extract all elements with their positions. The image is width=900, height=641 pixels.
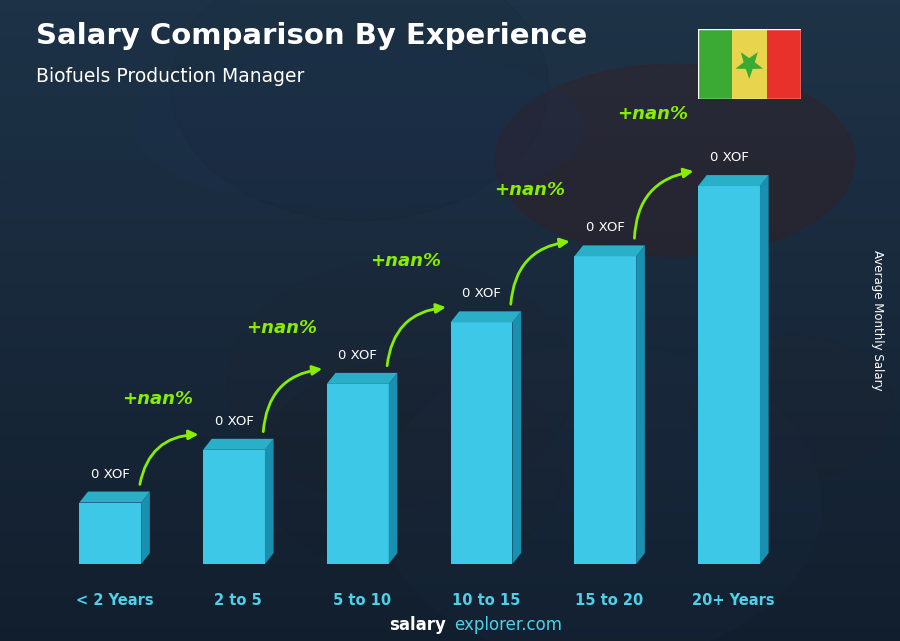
Text: 2 to 5: 2 to 5 xyxy=(214,593,262,608)
Text: +nan%: +nan% xyxy=(370,252,441,270)
Text: explorer.com: explorer.com xyxy=(454,616,562,634)
Text: +nan%: +nan% xyxy=(246,319,317,337)
Ellipse shape xyxy=(495,64,855,256)
Bar xyxy=(698,186,760,564)
Polygon shape xyxy=(203,439,274,450)
Polygon shape xyxy=(327,373,397,384)
Polygon shape xyxy=(574,246,644,256)
Polygon shape xyxy=(265,439,274,564)
Text: Average Monthly Salary: Average Monthly Salary xyxy=(871,250,884,391)
Text: 0 XOF: 0 XOF xyxy=(462,287,501,301)
Bar xyxy=(767,29,801,99)
Bar xyxy=(698,29,732,99)
Circle shape xyxy=(688,335,894,481)
Polygon shape xyxy=(760,175,769,564)
Bar xyxy=(574,256,636,564)
Bar xyxy=(79,503,141,564)
Text: 15 to 20: 15 to 20 xyxy=(575,593,644,608)
Text: +nan%: +nan% xyxy=(122,390,194,408)
Polygon shape xyxy=(451,312,521,322)
Polygon shape xyxy=(141,492,149,564)
Text: 0 XOF: 0 XOF xyxy=(91,467,130,481)
Text: 0 XOF: 0 XOF xyxy=(214,415,254,428)
Polygon shape xyxy=(389,373,397,564)
Bar xyxy=(203,450,265,564)
Text: salary: salary xyxy=(389,616,446,634)
Bar xyxy=(327,384,389,564)
Text: 0 XOF: 0 XOF xyxy=(709,151,749,164)
Text: 20+ Years: 20+ Years xyxy=(692,593,775,608)
Text: < 2 Years: < 2 Years xyxy=(76,593,153,608)
Circle shape xyxy=(379,346,821,641)
Text: 5 to 10: 5 to 10 xyxy=(333,593,392,608)
Bar xyxy=(451,322,512,564)
Ellipse shape xyxy=(135,48,585,208)
Polygon shape xyxy=(79,492,149,503)
Text: Biofuels Production Manager: Biofuels Production Manager xyxy=(36,67,304,87)
Text: Salary Comparison By Experience: Salary Comparison By Experience xyxy=(36,22,587,51)
Text: +nan%: +nan% xyxy=(493,181,564,199)
Circle shape xyxy=(0,0,264,191)
Text: 0 XOF: 0 XOF xyxy=(338,349,377,362)
Text: 10 to 15: 10 to 15 xyxy=(452,593,520,608)
Polygon shape xyxy=(698,175,769,186)
Circle shape xyxy=(171,0,548,221)
Polygon shape xyxy=(512,312,521,564)
Text: 0 XOF: 0 XOF xyxy=(586,221,625,235)
Bar xyxy=(732,29,767,99)
Polygon shape xyxy=(636,246,644,564)
Polygon shape xyxy=(735,52,763,79)
Text: +nan%: +nan% xyxy=(617,105,688,123)
